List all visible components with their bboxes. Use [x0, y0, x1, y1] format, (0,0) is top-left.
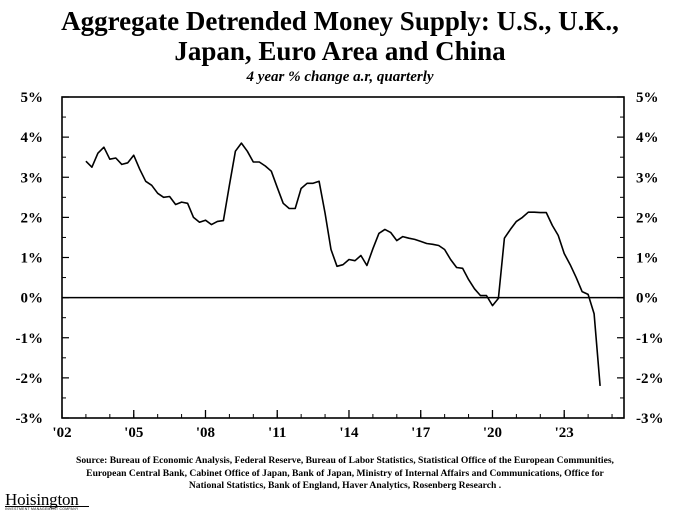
y-tick-label-left: -2%: [16, 371, 44, 387]
y-tick-label-right: 2%: [636, 210, 659, 226]
chart-title-line1: Aggregate Detrended Money Supply: U.S., …: [61, 6, 619, 36]
chart-subtitle: 4 year % change a.r, quarterly: [246, 69, 434, 85]
y-tick-label-left: 2%: [21, 210, 44, 226]
y-tick-label-left: 0%: [21, 291, 44, 307]
y-tick-label-right: 3%: [636, 170, 659, 186]
y-tick-label-right: -1%: [636, 331, 664, 347]
x-tick-label: '17: [411, 425, 431, 441]
logo-tagline: INVESTMENT MANAGEMENT COMPANY: [5, 507, 79, 511]
y-tick-label-left: 5%: [21, 90, 44, 106]
y-tick-label-left: 4%: [21, 130, 44, 146]
x-tick-label: '05: [124, 425, 143, 441]
y-tick-label-right: 4%: [636, 130, 659, 146]
source-line-2: European Central Bank, Cabinet Office of…: [86, 467, 604, 479]
x-tick-label: '11: [268, 425, 286, 441]
logo-underline: [5, 506, 89, 507]
plot-frame: [61, 96, 625, 419]
source-note: Source: Bureau of Economic Analysis, Fed…: [40, 455, 650, 493]
y-tick-label-right: -3%: [636, 411, 664, 427]
y-tick-label-left: 1%: [21, 251, 44, 267]
x-tick-label: '14: [339, 425, 359, 441]
x-tick-label: '23: [555, 425, 574, 441]
y-tick-label-right: 5%: [636, 90, 659, 106]
y-tick-label-right: 1%: [636, 251, 659, 267]
x-tick-label: '20: [483, 425, 502, 441]
x-tick-label: '02: [52, 425, 71, 441]
y-tick-label-left: -3%: [16, 411, 44, 427]
y-tick-label-right: 0%: [636, 291, 659, 307]
source-line-1: Source: Bureau of Economic Analysis, Fed…: [76, 455, 614, 466]
series-line: [85, 142, 601, 386]
chart-title-line2: Japan, Euro Area and China: [174, 36, 506, 66]
hoisington-logo: Hoisington: [5, 490, 79, 509]
x-tick-label: '08: [196, 425, 215, 441]
y-tick-label-left: -1%: [16, 331, 44, 347]
source-line-3: National Statistics, Bank of England, Ha…: [188, 480, 502, 491]
y-tick-label-left: 3%: [21, 170, 44, 186]
y-tick-label-right: -2%: [636, 371, 664, 387]
